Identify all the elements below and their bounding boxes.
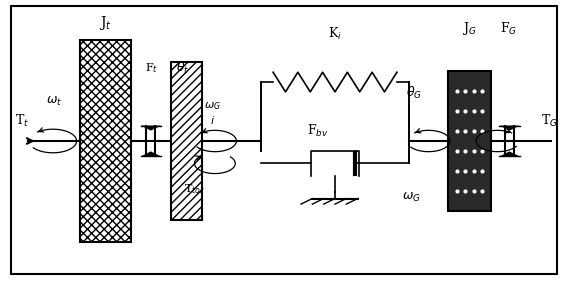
Bar bbox=[170, 62, 202, 220]
Text: K$_i$: K$_i$ bbox=[328, 26, 342, 42]
Text: $\theta_G$: $\theta_G$ bbox=[406, 85, 423, 101]
Bar bbox=[448, 71, 491, 211]
Text: F$_G$: F$_G$ bbox=[500, 21, 517, 37]
Text: J$_G$: J$_G$ bbox=[462, 20, 477, 37]
Text: F$_{bv}$: F$_{bv}$ bbox=[307, 123, 329, 139]
Polygon shape bbox=[499, 151, 520, 157]
Text: $\omega_t$: $\omega_t$ bbox=[47, 95, 62, 108]
Text: $\theta_t$: $\theta_t$ bbox=[177, 60, 190, 76]
Text: T$_G$: T$_G$ bbox=[541, 113, 558, 129]
Polygon shape bbox=[499, 125, 520, 131]
Text: T$_t$: T$_t$ bbox=[15, 113, 30, 129]
Text: F$_t$: F$_t$ bbox=[145, 61, 158, 75]
Text: $\omega_G$: $\omega_G$ bbox=[402, 191, 421, 204]
Text: $\omega_G$
$i$: $\omega_G$ $i$ bbox=[203, 100, 220, 126]
Polygon shape bbox=[141, 125, 161, 131]
Text: J$_t$: J$_t$ bbox=[99, 14, 112, 32]
Polygon shape bbox=[141, 151, 161, 157]
Text: T$_{tor}$: T$_{tor}$ bbox=[184, 182, 205, 196]
Bar bbox=[80, 40, 131, 242]
